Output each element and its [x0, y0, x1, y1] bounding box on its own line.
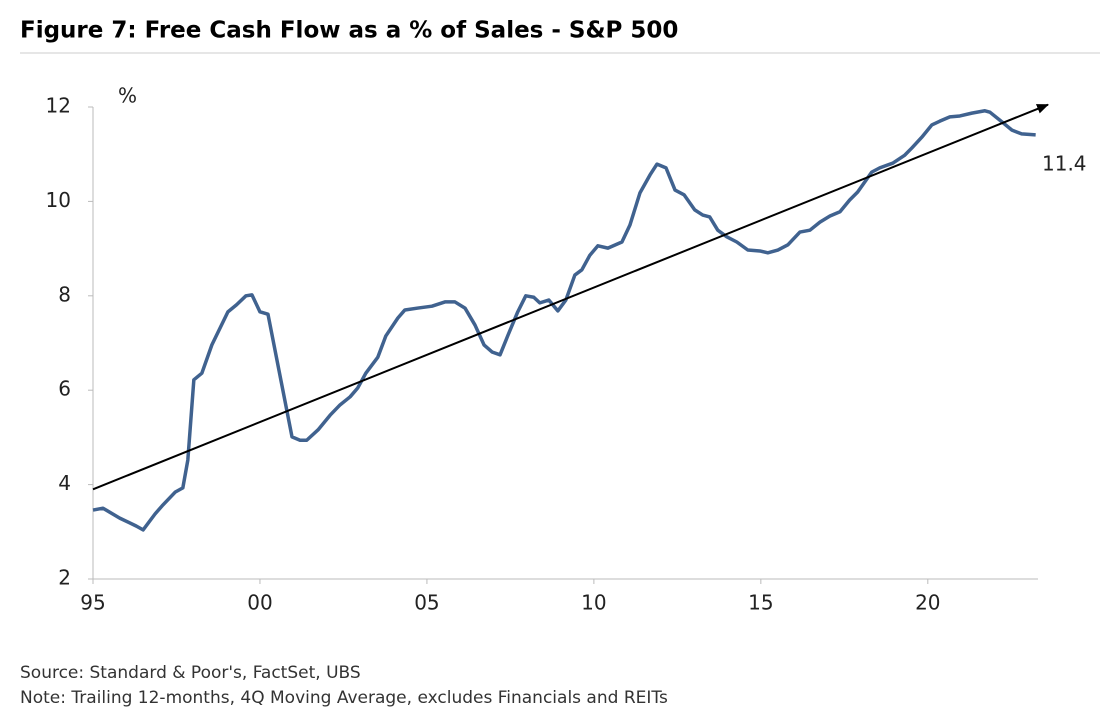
y-tick-label: 8	[58, 282, 71, 306]
annotation: 11.4	[1042, 152, 1087, 176]
trend-line	[92, 103, 1049, 491]
x-tick-label: 95	[80, 591, 105, 615]
x-tick-label: 20	[915, 591, 940, 615]
x-tick-label: 05	[414, 591, 439, 615]
y-tick-label: 2	[58, 566, 71, 590]
y-tick-label: 4	[58, 471, 71, 495]
chart-title: Figure 7: Free Cash Flow as a % of Sales…	[20, 18, 678, 44]
x-tick-label: 10	[581, 591, 606, 615]
y-axis-label: %	[118, 84, 137, 108]
y-tick-label: 6	[58, 377, 71, 401]
note: Note: Trailing 12-months, 4Q Moving Aver…	[20, 688, 668, 708]
x-tick-label: 00	[247, 591, 272, 615]
y-tick-label: 12	[46, 94, 71, 118]
y-tick-label: 10	[46, 188, 71, 212]
x-tick-label: 15	[748, 591, 773, 615]
source: Source: Standard & Poor's, FactSet, UBS	[20, 663, 361, 683]
data-line	[92, 109, 1036, 532]
